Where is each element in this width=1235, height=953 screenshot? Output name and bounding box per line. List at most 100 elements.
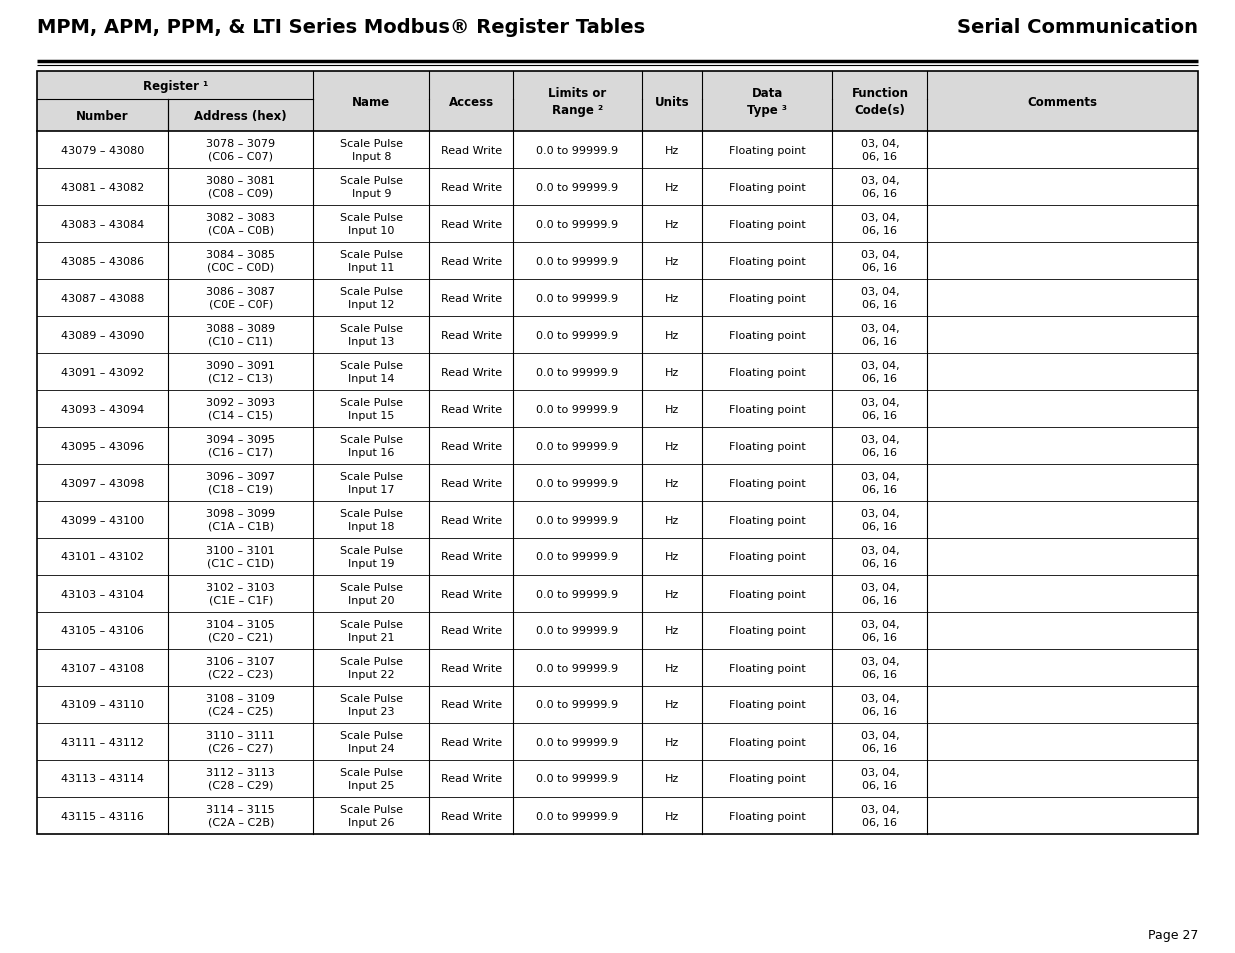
Text: Scale Pulse
Input 23: Scale Pulse Input 23 <box>340 694 403 716</box>
Text: Hz: Hz <box>664 330 679 340</box>
Text: Hz: Hz <box>664 404 679 414</box>
Text: 0.0 to 99999.9: 0.0 to 99999.9 <box>536 700 619 710</box>
Text: Hz: Hz <box>664 478 679 488</box>
Text: Hz: Hz <box>664 552 679 562</box>
Text: 43101 – 43102: 43101 – 43102 <box>61 552 144 562</box>
Text: 3112 – 3113
(C28 – C29): 3112 – 3113 (C28 – C29) <box>206 767 275 790</box>
Text: Hz: Hz <box>664 700 679 710</box>
Text: 0.0 to 99999.9: 0.0 to 99999.9 <box>536 737 619 747</box>
Text: Hz: Hz <box>664 146 679 155</box>
Text: 43085 – 43086: 43085 – 43086 <box>61 256 144 266</box>
Text: Read Write: Read Write <box>441 182 501 193</box>
Text: Register ¹: Register ¹ <box>142 79 207 92</box>
Text: Data
Type ³: Data Type ³ <box>747 87 787 117</box>
Text: Hz: Hz <box>664 256 679 266</box>
Text: 0.0 to 99999.9: 0.0 to 99999.9 <box>536 294 619 303</box>
Text: Scale Pulse
Input 12: Scale Pulse Input 12 <box>340 287 403 310</box>
Text: 3106 – 3107
(C22 – C23): 3106 – 3107 (C22 – C23) <box>206 657 275 679</box>
Text: Address (hex): Address (hex) <box>194 110 287 122</box>
Text: Hz: Hz <box>664 367 679 377</box>
Text: 43109 – 43110: 43109 – 43110 <box>61 700 144 710</box>
Text: Hz: Hz <box>664 182 679 193</box>
Text: Limits or
Range ²: Limits or Range ² <box>548 87 606 117</box>
Text: 03, 04,
06, 16: 03, 04, 06, 16 <box>861 398 899 420</box>
Text: Floating point: Floating point <box>729 146 805 155</box>
Text: 03, 04,
06, 16: 03, 04, 06, 16 <box>861 213 899 235</box>
Text: 03, 04,
06, 16: 03, 04, 06, 16 <box>861 731 899 753</box>
Text: Hz: Hz <box>664 219 679 230</box>
Text: 43079 – 43080: 43079 – 43080 <box>61 146 144 155</box>
Text: 3088 – 3089
(C10 – C11): 3088 – 3089 (C10 – C11) <box>206 324 275 346</box>
Text: 3108 – 3109
(C24 – C25): 3108 – 3109 (C24 – C25) <box>206 694 275 716</box>
Text: 03, 04,
06, 16: 03, 04, 06, 16 <box>861 657 899 679</box>
Text: Read Write: Read Write <box>441 219 501 230</box>
Text: Scale Pulse
Input 14: Scale Pulse Input 14 <box>340 361 403 383</box>
Bar <box>37 71 1198 834</box>
Text: 0.0 to 99999.9: 0.0 to 99999.9 <box>536 146 619 155</box>
Text: Read Write: Read Write <box>441 367 501 377</box>
Text: Function
Code(s): Function Code(s) <box>851 87 909 117</box>
Text: 0.0 to 99999.9: 0.0 to 99999.9 <box>536 441 619 451</box>
Text: 0.0 to 99999.9: 0.0 to 99999.9 <box>536 330 619 340</box>
Text: MPM, APM, PPM, & LTI Series Modbus® Register Tables: MPM, APM, PPM, & LTI Series Modbus® Regi… <box>37 18 645 37</box>
Text: 43111 – 43112: 43111 – 43112 <box>61 737 144 747</box>
Text: 0.0 to 99999.9: 0.0 to 99999.9 <box>536 662 619 673</box>
Text: Scale Pulse
Input 15: Scale Pulse Input 15 <box>340 398 403 420</box>
Text: Hz: Hz <box>664 774 679 783</box>
Text: Read Write: Read Write <box>441 515 501 525</box>
Text: Floating point: Floating point <box>729 774 805 783</box>
Text: 3100 – 3101
(C1C – C1D): 3100 – 3101 (C1C – C1D) <box>206 546 275 568</box>
Text: Scale Pulse
Input 11: Scale Pulse Input 11 <box>340 250 403 273</box>
Text: Floating point: Floating point <box>729 404 805 414</box>
Text: 43099 – 43100: 43099 – 43100 <box>61 515 144 525</box>
Text: 0.0 to 99999.9: 0.0 to 99999.9 <box>536 589 619 598</box>
Text: 3102 – 3103
(C1E – C1F): 3102 – 3103 (C1E – C1F) <box>206 582 275 605</box>
Text: 3090 – 3091
(C12 – C13): 3090 – 3091 (C12 – C13) <box>206 361 275 383</box>
Text: 3082 – 3083
(C0A – C0B): 3082 – 3083 (C0A – C0B) <box>206 213 275 235</box>
Text: Read Write: Read Write <box>441 256 501 266</box>
Text: Scale Pulse
Input 22: Scale Pulse Input 22 <box>340 657 403 679</box>
Text: 03, 04,
06, 16: 03, 04, 06, 16 <box>861 619 899 642</box>
Text: 0.0 to 99999.9: 0.0 to 99999.9 <box>536 404 619 414</box>
Text: 3096 – 3097
(C18 – C19): 3096 – 3097 (C18 – C19) <box>206 472 275 495</box>
Text: 03, 04,
06, 16: 03, 04, 06, 16 <box>861 546 899 568</box>
Text: Read Write: Read Write <box>441 552 501 562</box>
Text: 3084 – 3085
(C0C – C0D): 3084 – 3085 (C0C – C0D) <box>206 250 275 273</box>
Text: Hz: Hz <box>664 589 679 598</box>
Text: 03, 04,
06, 16: 03, 04, 06, 16 <box>861 804 899 827</box>
Text: 0.0 to 99999.9: 0.0 to 99999.9 <box>536 256 619 266</box>
Text: 43107 – 43108: 43107 – 43108 <box>61 662 144 673</box>
Text: 3080 – 3081
(C08 – C09): 3080 – 3081 (C08 – C09) <box>206 176 275 198</box>
Text: 43103 – 43104: 43103 – 43104 <box>61 589 144 598</box>
Text: Serial Communication: Serial Communication <box>957 18 1198 37</box>
Text: 03, 04,
06, 16: 03, 04, 06, 16 <box>861 767 899 790</box>
Text: 03, 04,
06, 16: 03, 04, 06, 16 <box>861 324 899 346</box>
Text: Hz: Hz <box>664 662 679 673</box>
Text: Floating point: Floating point <box>729 441 805 451</box>
Text: 03, 04,
06, 16: 03, 04, 06, 16 <box>861 472 899 495</box>
Text: Scale Pulse
Input 24: Scale Pulse Input 24 <box>340 731 403 753</box>
Text: Scale Pulse
Input 10: Scale Pulse Input 10 <box>340 213 403 235</box>
Text: Floating point: Floating point <box>729 811 805 821</box>
Text: Scale Pulse
Input 9: Scale Pulse Input 9 <box>340 176 403 198</box>
Text: Hz: Hz <box>664 811 679 821</box>
Text: 03, 04,
06, 16: 03, 04, 06, 16 <box>861 582 899 605</box>
Text: Read Write: Read Write <box>441 478 501 488</box>
Text: 43089 – 43090: 43089 – 43090 <box>61 330 144 340</box>
Text: Number: Number <box>77 110 128 122</box>
Text: Read Write: Read Write <box>441 146 501 155</box>
Text: Hz: Hz <box>664 441 679 451</box>
Text: 0.0 to 99999.9: 0.0 to 99999.9 <box>536 552 619 562</box>
Text: 43091 – 43092: 43091 – 43092 <box>61 367 144 377</box>
Text: Hz: Hz <box>664 737 679 747</box>
Text: 43113 – 43114: 43113 – 43114 <box>61 774 144 783</box>
Text: 3104 – 3105
(C20 – C21): 3104 – 3105 (C20 – C21) <box>206 619 275 642</box>
Text: Units: Units <box>655 95 689 109</box>
Text: Floating point: Floating point <box>729 294 805 303</box>
Text: Read Write: Read Write <box>441 774 501 783</box>
Text: Floating point: Floating point <box>729 700 805 710</box>
Text: Scale Pulse
Input 20: Scale Pulse Input 20 <box>340 582 403 605</box>
Text: Floating point: Floating point <box>729 662 805 673</box>
Text: 03, 04,
06, 16: 03, 04, 06, 16 <box>861 139 899 161</box>
Text: 0.0 to 99999.9: 0.0 to 99999.9 <box>536 626 619 636</box>
